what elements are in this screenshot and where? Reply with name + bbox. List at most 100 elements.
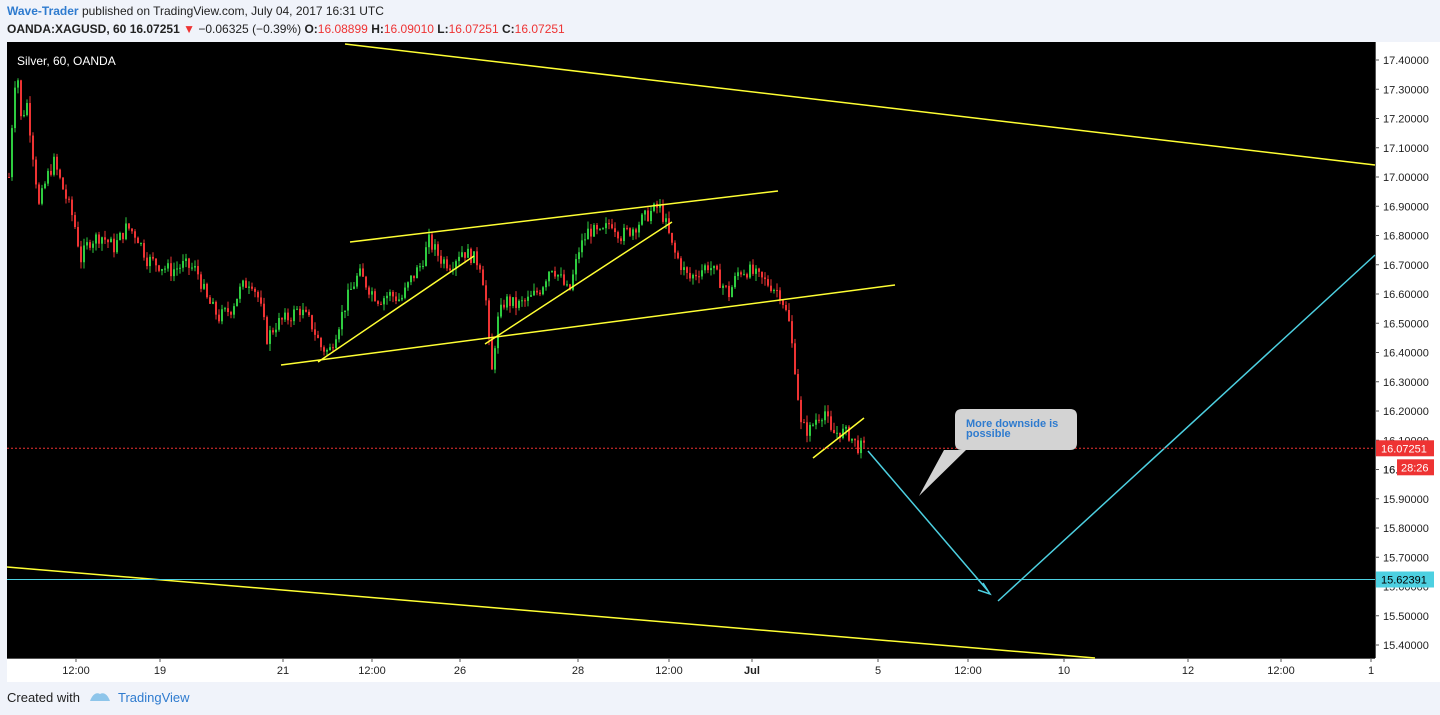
candle-body [11, 128, 13, 178]
callout-text-line1: More downside is [966, 418, 1058, 430]
price-change: −0.06325 (−0.39%) [198, 22, 302, 36]
candle-body [554, 270, 556, 277]
candle-body [626, 227, 628, 229]
candle-body [674, 242, 676, 253]
candle-body [41, 188, 43, 204]
candle-body [761, 271, 763, 278]
candle-body [746, 274, 748, 278]
wedge-line-1[interactable] [317, 255, 475, 363]
candle-body [260, 297, 262, 304]
candle-body [422, 265, 424, 267]
time-axis[interactable] [7, 658, 1440, 682]
price-axis[interactable] [1375, 42, 1440, 658]
candle-body [611, 224, 613, 229]
x-tick-label-4: 26 [454, 665, 466, 677]
candle-body [770, 285, 772, 292]
candle-body [371, 291, 373, 295]
candle-body [776, 290, 778, 292]
candle-body [653, 203, 655, 211]
candle-body [122, 232, 124, 240]
author-link[interactable]: Wave-Trader [7, 4, 79, 18]
candle-body [620, 238, 622, 242]
projection-up-line[interactable] [997, 254, 1376, 602]
candle-body [464, 252, 466, 258]
candle-body [53, 156, 55, 175]
candle-body [134, 231, 136, 238]
candle-body [560, 274, 562, 276]
candle-body [647, 210, 649, 222]
candle-body [773, 290, 775, 292]
candle-body [443, 259, 445, 264]
candle-body [839, 432, 841, 438]
candle-body [170, 263, 172, 277]
candle-body [299, 308, 301, 316]
candle-body [104, 237, 106, 240]
candle-body [338, 329, 340, 340]
outer-channel-top-line[interactable] [344, 43, 1376, 166]
channel-upper-line[interactable] [349, 190, 779, 243]
candle-body [536, 290, 538, 293]
candle-body [263, 303, 265, 318]
channel-lower-line[interactable] [280, 284, 896, 366]
outer-channel-bottom-line[interactable] [6, 566, 1096, 659]
tradingview-brand-link[interactable]: TradingView [117, 690, 190, 705]
overlapped-tick-label: 16. [1383, 464, 1398, 476]
target-price-badge-text: 15.62391 [1381, 575, 1427, 587]
candle-body [503, 304, 505, 308]
candle-body [131, 228, 133, 232]
candle-body [662, 204, 664, 222]
candle-body [182, 260, 184, 268]
chart-plot-area[interactable] [7, 42, 1375, 658]
candle-body [764, 277, 766, 280]
y-tick-label-11: 16.30000 [1383, 377, 1429, 389]
candle-body [506, 296, 508, 308]
candle-body [632, 229, 634, 236]
candle-series [8, 78, 865, 459]
candle-body [83, 245, 85, 263]
low-label: L: [437, 22, 449, 36]
candle-body [794, 343, 796, 375]
candle-body [179, 267, 181, 269]
candle-body [17, 80, 19, 88]
candle-body [248, 286, 250, 288]
wedge-line-3[interactable] [812, 417, 865, 459]
wedge-line-2[interactable] [484, 221, 673, 345]
candle-body [578, 252, 580, 260]
candle-body [641, 214, 643, 225]
candle-body [128, 223, 130, 229]
candle-body [209, 297, 211, 304]
candle-body [779, 290, 781, 301]
price-badges: 16.07251 16. 28:26 15.62391 [1376, 440, 1434, 588]
x-tick-labels: 12:00 19 21 12:00 26 28 12:00 Jul 5 12:00 10 12 12:0… [62, 658, 1374, 677]
candle-body [842, 428, 844, 438]
candle-body [152, 256, 154, 259]
candle-body [404, 287, 406, 298]
candle-body [455, 261, 457, 270]
candle-body [614, 228, 616, 233]
candle-body [857, 440, 859, 454]
candle-body [212, 301, 214, 304]
projection-down-line[interactable] [867, 450, 989, 592]
candle-body [410, 275, 412, 283]
tradingview-logo-icon[interactable] [88, 689, 112, 706]
candle-body [845, 426, 847, 429]
candle-body [548, 271, 550, 282]
callout-bubble[interactable] [919, 409, 1077, 496]
candle-body [605, 223, 607, 229]
candle-body [860, 440, 862, 454]
last-price-badge [1376, 440, 1434, 457]
candle-body [254, 288, 256, 292]
candle-body [542, 287, 544, 295]
candle-body [401, 297, 403, 300]
target-price-badge [1376, 571, 1434, 588]
candle-body [419, 266, 421, 268]
candle-body [308, 311, 310, 316]
candle-body [797, 374, 799, 400]
candle-body [473, 251, 475, 264]
created-with-text: Created with [7, 690, 80, 705]
candle-body [530, 295, 532, 297]
chart-header: Wave-Trader published on TradingView.com… [0, 0, 1440, 42]
candle-body [389, 291, 391, 296]
